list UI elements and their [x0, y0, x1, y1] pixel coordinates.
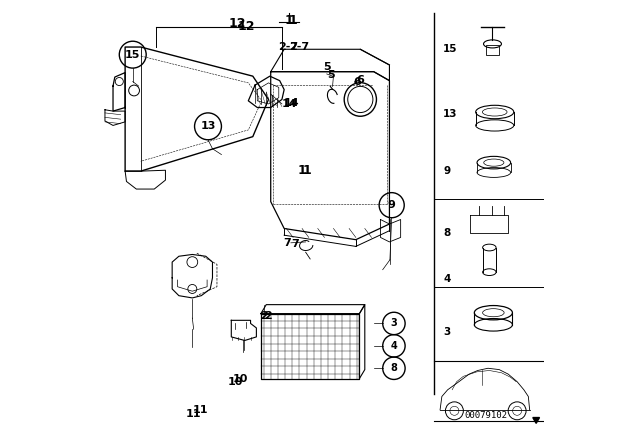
- Bar: [486, 45, 499, 55]
- Text: 4: 4: [390, 341, 397, 351]
- Text: 15: 15: [443, 44, 458, 54]
- Text: 3: 3: [390, 319, 397, 328]
- Text: 7: 7: [291, 239, 299, 249]
- Text: 4: 4: [443, 274, 451, 284]
- Text: 2-7: 2-7: [289, 42, 308, 52]
- Text: 3: 3: [443, 327, 451, 336]
- Text: 10: 10: [233, 374, 248, 383]
- Text: 5: 5: [327, 70, 334, 80]
- Text: 14: 14: [282, 99, 298, 109]
- Text: 2: 2: [260, 311, 268, 321]
- Text: 13: 13: [443, 109, 458, 119]
- Text: 1: 1: [284, 13, 293, 27]
- Text: 2-7: 2-7: [278, 42, 299, 52]
- Text: 12: 12: [229, 17, 246, 30]
- Text: 11: 11: [192, 405, 208, 415]
- Text: 00079102: 00079102: [464, 411, 508, 420]
- Text: 8: 8: [443, 228, 451, 238]
- Text: 7: 7: [283, 238, 291, 248]
- Text: 14: 14: [284, 98, 299, 108]
- Text: 6: 6: [353, 77, 362, 86]
- Polygon shape: [533, 418, 540, 423]
- Text: 1: 1: [298, 164, 307, 177]
- Text: 10: 10: [227, 377, 243, 387]
- Text: 12: 12: [237, 20, 255, 34]
- Text: 13: 13: [200, 121, 216, 131]
- Text: 11: 11: [186, 409, 202, 418]
- Text: 9: 9: [388, 200, 396, 210]
- Text: 9: 9: [443, 166, 451, 176]
- Text: 15: 15: [125, 50, 140, 60]
- Text: 1: 1: [302, 164, 311, 177]
- Text: 1: 1: [289, 13, 298, 27]
- Text: 6: 6: [356, 75, 364, 85]
- Text: 5: 5: [323, 62, 330, 72]
- Text: 8: 8: [390, 363, 397, 373]
- Text: 2: 2: [264, 311, 272, 321]
